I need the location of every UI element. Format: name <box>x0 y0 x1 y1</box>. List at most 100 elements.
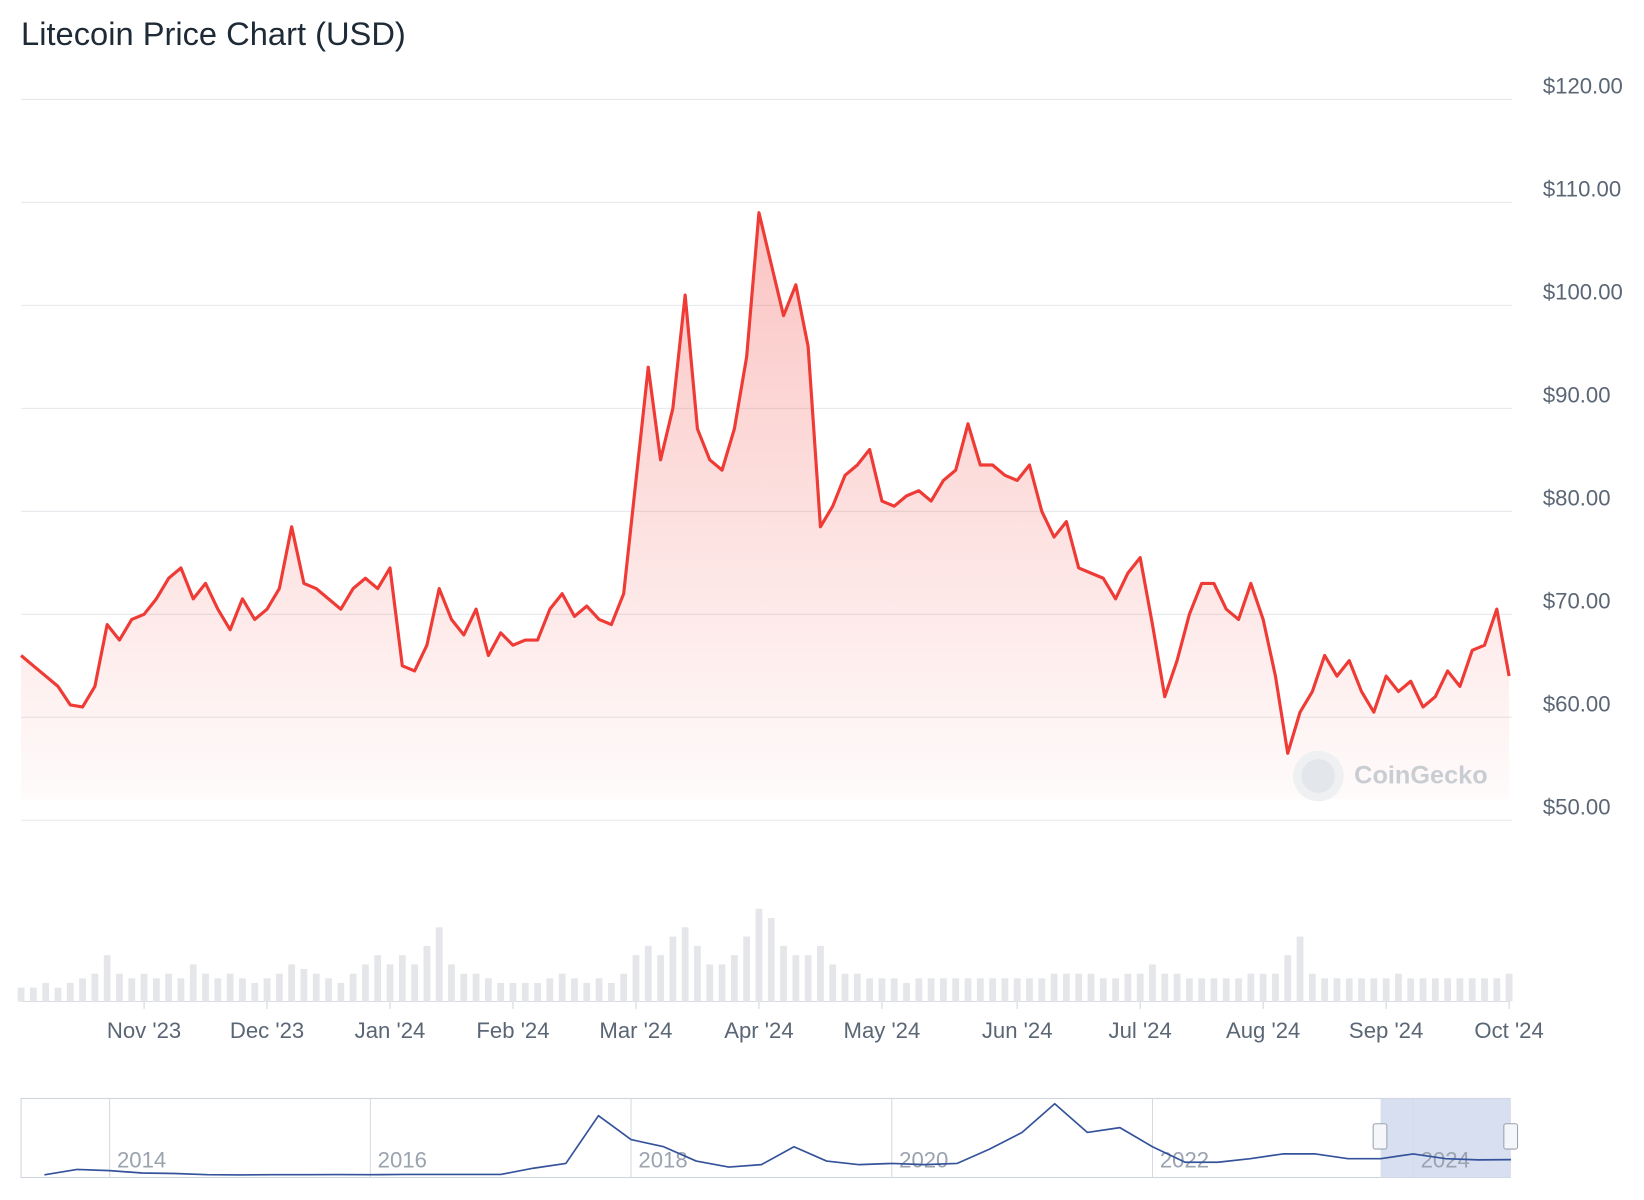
volume-bar <box>300 969 308 1002</box>
navigator-tick-label: 2014 <box>117 1148 166 1173</box>
volume-bar <box>1505 973 1513 1002</box>
volume-bar <box>1112 978 1119 1002</box>
volume-bar <box>890 978 898 1002</box>
volume-bar <box>669 936 677 1002</box>
volume-bar <box>632 955 640 1002</box>
volume-bar <box>1407 978 1415 1002</box>
volume-bar <box>1124 973 1132 1002</box>
navigator-frame <box>20 1097 1511 1179</box>
volume-bar <box>1136 973 1144 1002</box>
volume-bar <box>1161 973 1169 1002</box>
volume-bar <box>1358 978 1365 1002</box>
y-tick-label: $80.00 <box>1543 486 1611 511</box>
watermark: CoinGecko <box>1293 750 1488 802</box>
volume-bar <box>374 955 382 1002</box>
volume-bar <box>1296 936 1304 1002</box>
volume-bar <box>644 945 652 1002</box>
volume-bar <box>607 982 615 1002</box>
volume-bar <box>202 973 209 1002</box>
volume-bar <box>1493 978 1501 1002</box>
x-tick-label: Apr '24 <box>724 1018 793 1043</box>
volume-bar <box>964 978 972 1002</box>
volume-bar <box>251 982 259 1002</box>
volume-bar <box>362 964 369 1002</box>
volume-bar <box>657 955 664 1002</box>
volume-bar <box>571 978 578 1002</box>
volume-bar <box>128 978 136 1002</box>
volume-bar <box>853 973 861 1002</box>
volume-bar <box>103 955 111 1002</box>
volume-bar <box>1272 973 1279 1002</box>
volume-bar <box>1247 973 1255 1002</box>
x-tick-label: Oct '24 <box>1474 1018 1543 1043</box>
volume-bar <box>1075 973 1083 1002</box>
volume-bar <box>534 982 541 1002</box>
volume-bar <box>1481 978 1488 1002</box>
volume-bar <box>1210 978 1218 1002</box>
x-tick-label: Mar '24 <box>599 1018 672 1043</box>
volume-bar <box>325 978 332 1002</box>
volume-bar <box>780 945 787 1002</box>
volume-bar <box>927 978 935 1002</box>
volume-bar <box>1149 964 1156 1002</box>
volume-bar <box>1235 978 1242 1002</box>
volume-bar <box>472 973 480 1002</box>
volume-bar <box>1431 978 1439 1002</box>
volume-bar <box>1382 978 1390 1002</box>
volume-bar <box>42 982 50 1002</box>
volume-bar <box>989 978 996 1002</box>
volume-bar <box>165 973 173 1002</box>
volume-bar <box>595 978 603 1002</box>
volume-bar <box>521 982 529 1002</box>
price-area <box>21 212 1510 800</box>
volume-bar <box>976 978 984 1002</box>
navigator-handle-right[interactable] <box>1503 1123 1519 1150</box>
volume-bar <box>448 964 455 1002</box>
volume-bar <box>1345 978 1353 1002</box>
volume-bar <box>1038 978 1046 1002</box>
volume-bar <box>214 978 222 1002</box>
volume-bar <box>177 978 185 1002</box>
volume-bar <box>546 978 554 1002</box>
volume-bar <box>288 964 296 1002</box>
volume-bar <box>792 955 800 1002</box>
volume-bar <box>386 964 394 1002</box>
volume-bar <box>152 978 160 1002</box>
volume-bar <box>620 973 628 1002</box>
volume-bar <box>140 973 148 1002</box>
y-tick-label: $70.00 <box>1543 589 1611 614</box>
y-tick-label: $60.00 <box>1543 692 1611 717</box>
volume-bar <box>1013 978 1021 1002</box>
volume-bar <box>435 927 443 1002</box>
x-tick-label: Aug '24 <box>1226 1018 1300 1043</box>
volume-bar <box>1395 973 1402 1002</box>
volume-bar <box>91 973 99 1002</box>
volume-bar <box>1259 973 1267 1002</box>
volume-bar <box>189 964 197 1002</box>
price-line <box>20 211 1511 755</box>
volume-bar <box>263 978 271 1002</box>
y-tick-label: $120.00 <box>1543 74 1623 99</box>
volume-bar <box>1026 978 1033 1002</box>
volume-bar <box>1222 978 1230 1002</box>
x-tick-label: Jun '24 <box>982 1018 1053 1043</box>
volume-bar <box>1333 978 1341 1002</box>
x-tick-label: May '24 <box>844 1018 921 1043</box>
volume-bar <box>485 978 492 1002</box>
volume-bar <box>239 978 246 1002</box>
volume-bar <box>1321 978 1329 1002</box>
volume-bar <box>817 945 824 1002</box>
x-tick-label: Jul '24 <box>1109 1018 1172 1043</box>
x-tick-label: Jan '24 <box>355 1018 426 1043</box>
volume-bar <box>1063 973 1070 1002</box>
navigator-line <box>44 1102 1511 1176</box>
volume-bar <box>460 973 468 1002</box>
navigator-handle-left[interactable] <box>1372 1123 1388 1150</box>
navigator-selection[interactable] <box>1380 1098 1511 1178</box>
volume-bar <box>337 982 345 1002</box>
navigator-tick-label: 2022 <box>1160 1148 1209 1173</box>
navigator: 2014 2016 2018 2020 2022 2024 <box>20 1097 1519 1179</box>
volume-bar <box>1173 973 1181 1002</box>
volume-bar <box>1001 978 1009 1002</box>
y-tick-label: $110.00 <box>1543 177 1621 202</box>
